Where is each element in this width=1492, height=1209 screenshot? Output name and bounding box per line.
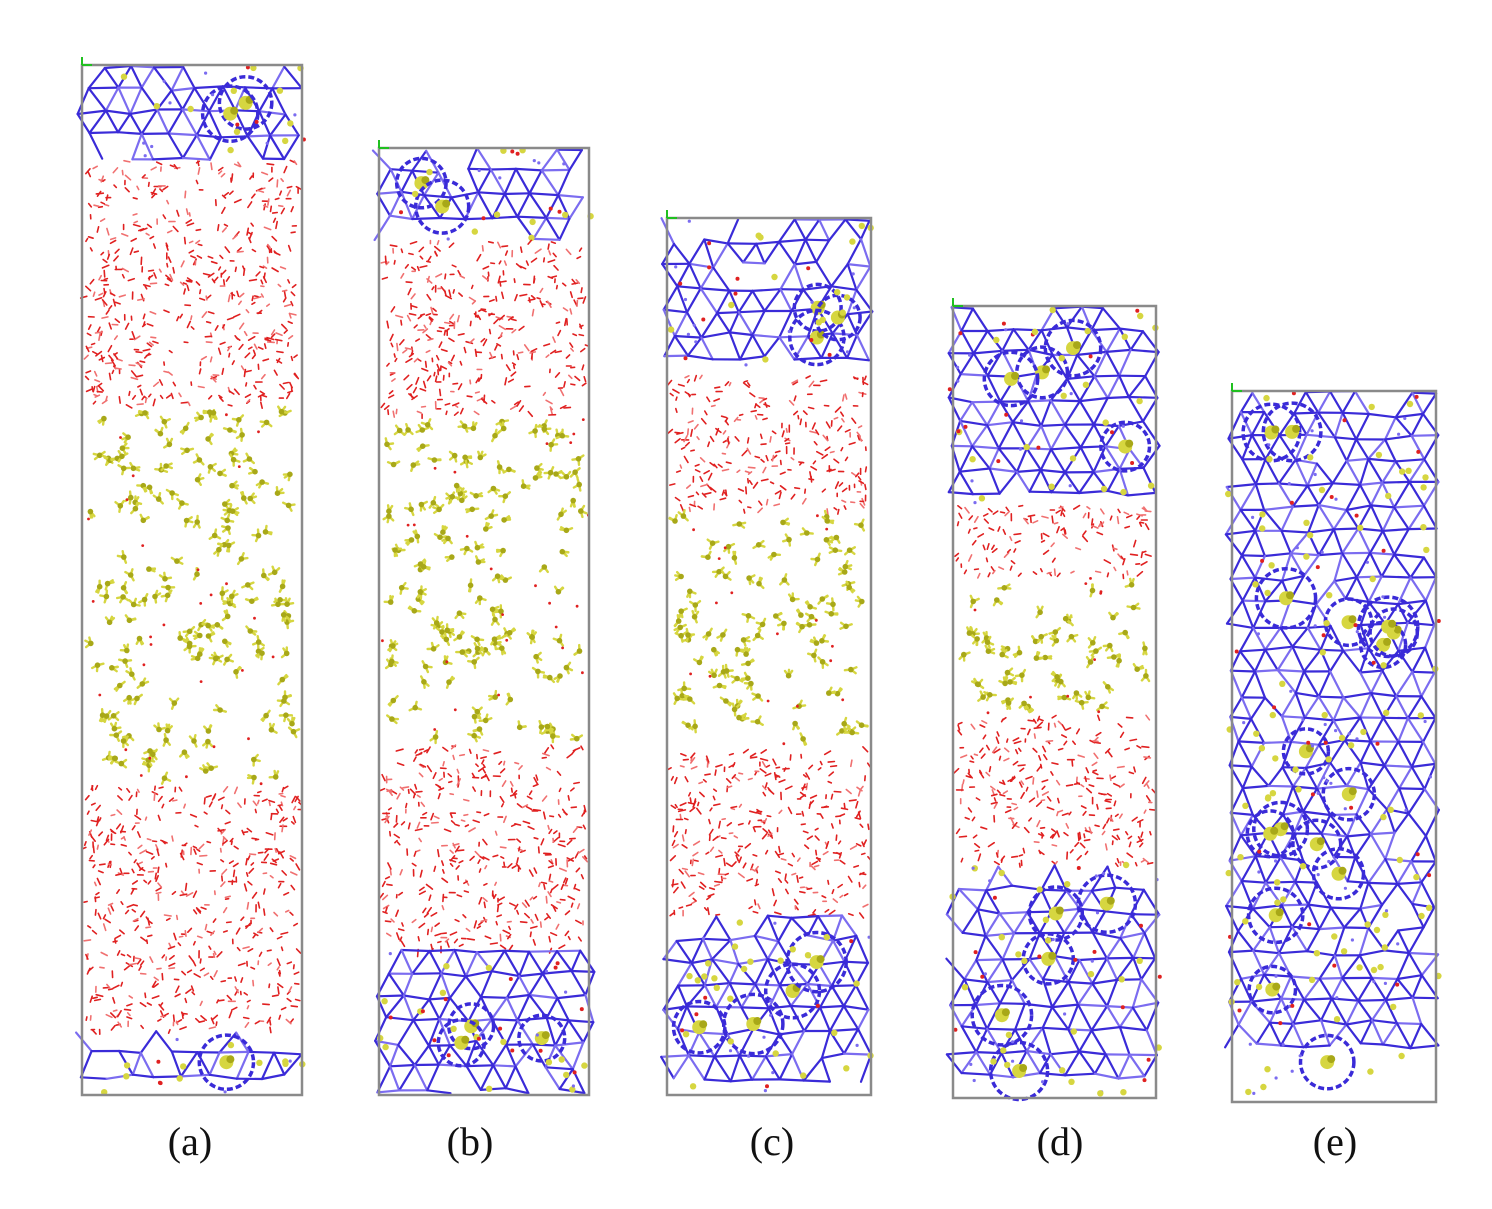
hydrate-region <box>661 916 874 1093</box>
hydrate-region <box>375 950 594 1093</box>
snapshot-panel-d <box>946 298 1162 1100</box>
snapshot-panel-e <box>1225 383 1442 1102</box>
water-region <box>381 240 588 418</box>
water-region <box>668 747 871 918</box>
water-region <box>667 375 867 515</box>
hydrate-region <box>946 862 1162 1100</box>
gas-region <box>85 407 299 785</box>
gas-region <box>670 510 868 745</box>
water-region <box>81 160 302 408</box>
water-region <box>954 715 1156 867</box>
hydrate-region <box>76 1031 305 1095</box>
hydrate-region <box>78 65 306 160</box>
panel-label-c: (c) <box>712 1118 832 1165</box>
hydrate-region <box>373 147 594 241</box>
hydrate-region <box>1225 391 1442 1095</box>
gas-region <box>381 418 590 743</box>
snapshot-panel-b <box>373 140 594 1095</box>
hydrate-region <box>662 218 874 366</box>
water-region <box>379 745 587 957</box>
panel-label-a: (a) <box>130 1118 250 1165</box>
snapshot-panel-a <box>76 57 306 1095</box>
snapshot-panel-c <box>661 210 874 1095</box>
hydrate-region <box>948 307 1160 505</box>
water-region <box>955 506 1151 579</box>
panel-label-b: (b) <box>410 1118 530 1165</box>
gas-region <box>960 577 1150 714</box>
panel-label-e: (e) <box>1275 1118 1395 1165</box>
water-region <box>82 786 302 1034</box>
panel-label-d: (d) <box>1000 1118 1120 1165</box>
